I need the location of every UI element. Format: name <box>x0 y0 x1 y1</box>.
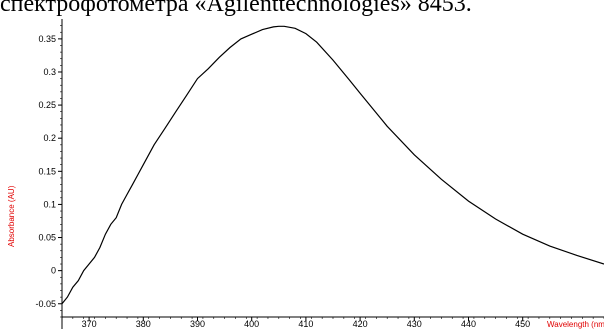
y-tick-label: 0.3 <box>43 67 56 77</box>
y-tick-label: 0.35 <box>38 34 56 44</box>
y-tick-label: 0.05 <box>38 233 56 243</box>
x-tick-label: 380 <box>136 319 151 329</box>
absorbance-series-line <box>61 25 604 305</box>
x-tick-label: 390 <box>190 319 205 329</box>
y-tick-label: 0 <box>51 266 56 276</box>
x-axis-label: Wavelength (nm) <box>547 320 604 329</box>
y-tick-label: 0.1 <box>43 199 56 209</box>
y-axis-label: Absorbance (AU) <box>7 185 16 247</box>
x-tick-label: 410 <box>298 319 313 329</box>
x-tick-label: 370 <box>82 319 97 329</box>
chart-axes <box>61 19 604 329</box>
caption-text: спектрофотометра «Agilenttechnologies» 8… <box>0 0 472 17</box>
y-ticks: -0.05 0 0.05 0.1 0.15 0.2 0.25 0.3 0.35 <box>35 25 62 318</box>
x-tick-label: 400 <box>244 319 259 329</box>
x-tick-label: 450 <box>515 319 530 329</box>
y-tick-label: 0.25 <box>38 100 56 110</box>
y-tick-label: 0.15 <box>38 166 56 176</box>
x-tick-label: 430 <box>407 319 422 329</box>
y-tick-label: -0.05 <box>35 299 56 309</box>
x-ticks: 370 380 390 400 410 420 430 440 450 <box>61 317 604 329</box>
x-tick-label: 440 <box>461 319 476 329</box>
y-tick-label: 0.2 <box>43 133 56 143</box>
x-tick-label: 420 <box>353 319 368 329</box>
